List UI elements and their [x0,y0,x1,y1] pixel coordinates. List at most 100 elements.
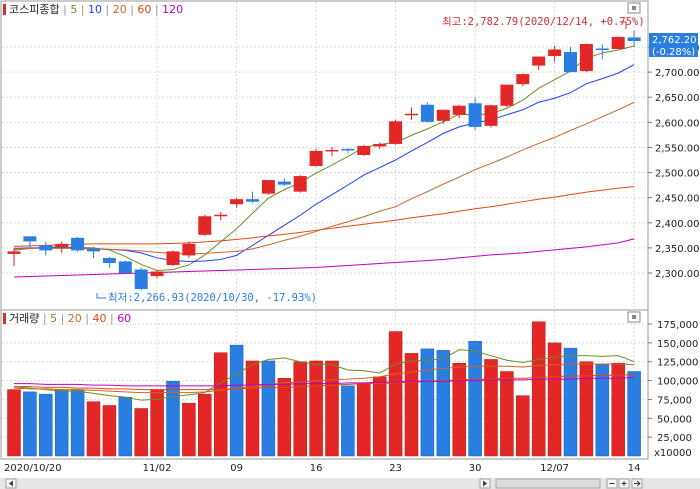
legend-item: 거래량 [9,312,39,325]
volume-bar [198,393,212,457]
last-price-change: (-0.28%) [652,47,695,58]
y-tick-label: 2,700.00 [655,68,700,79]
volume-bar [500,371,514,457]
legend-item: 10 [88,3,102,16]
volume-bar [325,360,339,457]
volume-legend-text: 거래량 | 5 | 20 | 40 | 60 [9,312,131,325]
y-tick-label: 2,550.00 [655,143,700,154]
volume-bar [341,385,355,457]
volume-unit-label: x10000 [654,448,692,459]
candle-body [102,257,116,263]
x-tick-label: 23 [389,463,402,474]
y-tick-label: 2,500.00 [655,169,700,180]
volume-bar [357,382,371,457]
y-tick-label: 25,000 [657,433,692,444]
volume-bar [309,360,323,457]
price-moving-averages [13,45,635,278]
volume-ma-5-line [13,349,635,401]
candle-body [341,148,355,151]
candle-body [452,105,466,115]
volume-bar [245,360,260,457]
candle-body [325,149,339,152]
x-tick-label: 12/07 [540,463,569,474]
price-y-axis: 2,750.002,700.002,650.002,600.002,550.00… [648,43,700,280]
x-tick-label: 11/02 [143,463,172,474]
y-tick-label: 175,000 [657,320,698,331]
y-tick-label: 125,000 [657,358,698,369]
volume-bar [134,408,148,457]
high-annotation: 최고:2,782.79(2020/12/14, +0.75%) [442,16,645,28]
price-legend: 코스피종합 | 5 | 10 | 20 | 60 | 120 [3,3,183,16]
volume-bar [277,378,292,457]
volume-bar [166,381,180,457]
volume-bar [531,321,546,457]
candle-body [564,52,577,73]
candles [7,30,641,291]
x-tick-label: 14 [628,463,641,474]
legend-item: 40 [92,312,106,325]
y-tick-label: 100,000 [657,377,698,388]
x-tick-label: 30 [469,463,482,474]
chevron-right-icon [483,480,487,487]
volume-panel-button[interactable] [627,311,641,323]
price-ma-60-line [13,186,635,247]
candle-body [405,113,418,116]
expand-button[interactable] [653,1,699,31]
candle-body [118,261,132,273]
y-tick-label: 2,350.00 [655,244,700,255]
candle-body [87,248,100,252]
volume-bar [213,352,228,457]
legend-marker [3,313,6,324]
candle-body [373,143,387,147]
volume-bar [182,402,196,457]
volume-bar [627,371,641,457]
volume-bar [54,389,69,457]
candle-body [436,109,450,121]
volume-bar [293,361,307,457]
price-panel-button[interactable] [627,2,641,14]
x-tick-label: 09 [230,463,243,474]
bottom-toolbar [0,478,700,489]
candle-body [532,56,546,66]
legend-item: 5 [50,312,57,325]
candle-body [182,243,196,256]
legend-item: 60 [117,312,131,325]
candle-body [548,49,562,57]
candle-body [214,214,228,217]
x-axis-labels: 2020/10/20 11/02 09 16 23 30 12/07 14 [4,463,640,474]
volume-moving-averages [13,349,635,401]
volume-bar [579,361,594,457]
candle-body [627,37,641,41]
volume-bar [468,341,482,457]
candle-body [595,48,609,51]
y-tick-label: 2,450.00 [655,194,700,205]
volume-bar [7,389,21,457]
last-price-value: 2,762.20 [652,35,697,46]
volume-bar [563,347,578,457]
legend-item: 60 [137,3,151,16]
low-annotation-pointer [96,293,106,299]
last-price-tag: 2,762.20 (-0.28%) [649,33,698,58]
y-tick-label: 2,600.00 [655,118,700,129]
candle-body [55,243,69,247]
zoom-slider[interactable] [495,478,601,489]
volume-bar [436,350,451,457]
volume-bar [388,331,403,457]
volume-bars [7,321,641,457]
candle-body [23,236,37,242]
candle-body [261,180,275,194]
volume-bar [516,395,530,457]
candle-body [309,150,323,167]
volume-y-axis: 175,000 150,000 125,000 100,000 75,000 50,000… [648,320,698,444]
high-annotation-pointer [620,21,627,29]
volume-bar [547,342,562,457]
scrollbar-track[interactable] [0,478,700,489]
volume-bar [70,389,85,457]
candle-body [516,74,530,85]
volume-bar [595,363,610,457]
volume-bar [404,353,419,457]
y-tick-label: 50,000 [657,414,692,425]
volume-bar [611,362,625,457]
last-price-background [649,33,698,57]
